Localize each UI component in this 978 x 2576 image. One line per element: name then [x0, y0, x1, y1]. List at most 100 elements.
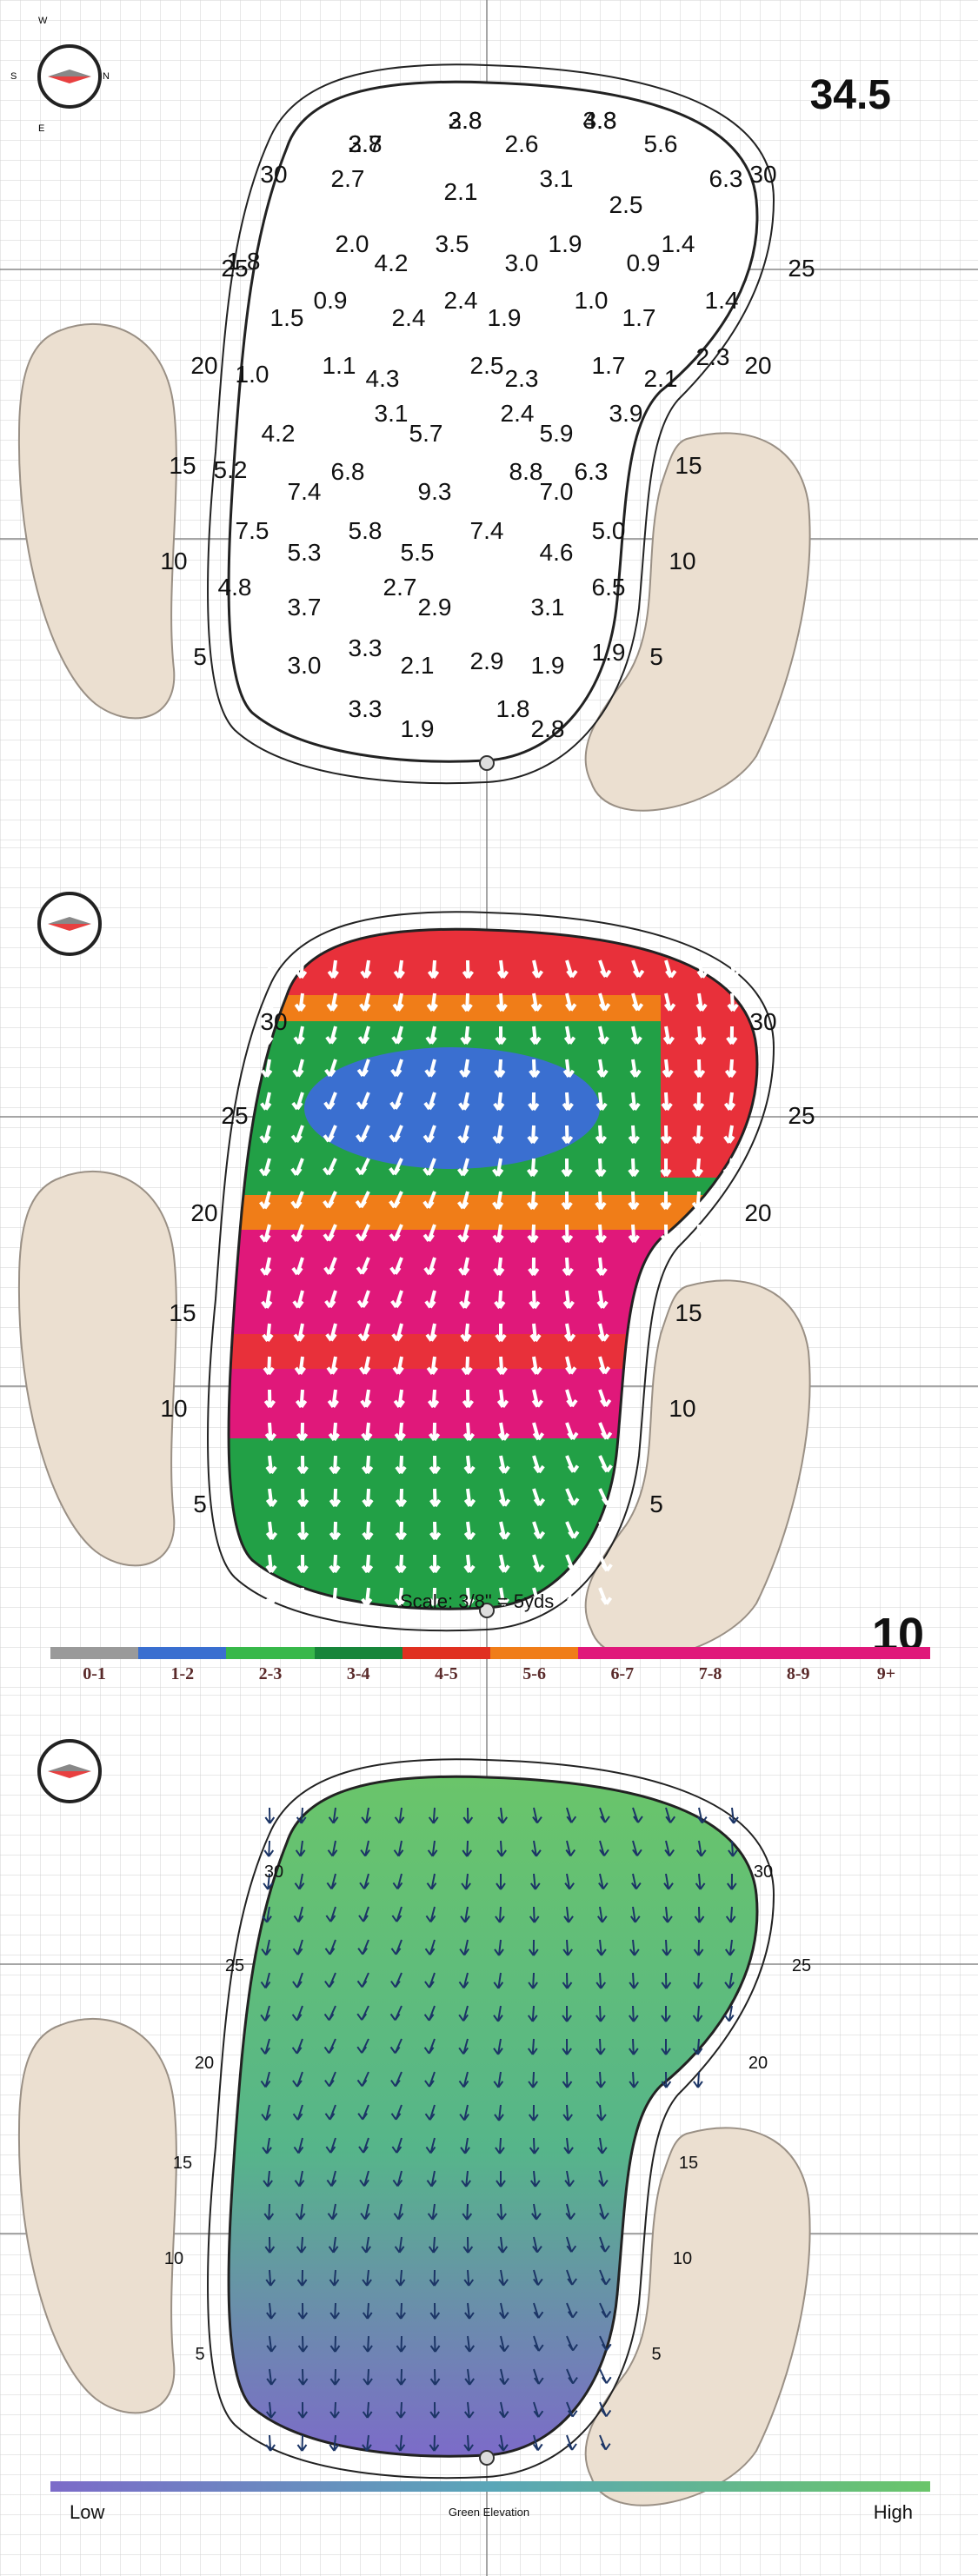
slope-arrow: [529, 1906, 540, 1923]
slope-arrow: [357, 2104, 369, 2121]
slope-arrow: [296, 1587, 309, 1607]
slope-arrow: [294, 1356, 306, 1375]
slope-arrow: [630, 1026, 642, 1045]
slope-arrow: [499, 2335, 509, 2353]
slope-arrow: [723, 1125, 735, 1144]
slope-arrow: [427, 1840, 438, 1857]
slope-arrow: [662, 1939, 672, 1956]
slope-arrow: [462, 1587, 475, 1607]
slope-arrow: [529, 1323, 542, 1343]
slope-arrow: [493, 1257, 505, 1277]
slope-arrow: [724, 1972, 735, 1989]
slope-arrow: [663, 1873, 674, 1890]
slope-arrow: [362, 2269, 372, 2287]
slope-arrow: [599, 2269, 611, 2286]
edge-distance: 30: [754, 1862, 773, 1882]
slope-arrow: [428, 1422, 441, 1442]
slope-arrow: [356, 1125, 370, 1143]
slope-arrow: [529, 1290, 541, 1310]
slope-arrow: [562, 2038, 572, 2055]
slope-arrow: [264, 1807, 276, 1824]
slope-arrow: [327, 959, 339, 979]
slope-arrow: [492, 1158, 504, 1177]
legend-label: 6-7: [610, 1664, 635, 1683]
slope-arrow: [260, 2038, 270, 2055]
slope-value: 5.3: [288, 539, 322, 566]
edge-distance: 10: [673, 2249, 692, 2268]
slope-arrow: [725, 1906, 736, 1923]
slope-arrow: [263, 959, 276, 979]
slope-arrow: [595, 1125, 607, 1145]
elevation-map: 30 25 20 15 10 5 30 25 20 15 10 5: [0, 1695, 978, 2576]
slope-arrow: [599, 2434, 611, 2451]
slope-arrow: [356, 2071, 369, 2087]
slope-arrow: [595, 1158, 607, 1178]
slope-value: 4.8: [583, 107, 617, 134]
slope-arrow: [596, 2104, 607, 2121]
slope-arrow: [598, 959, 612, 979]
slope-arrow: [394, 1807, 405, 1824]
slope-arrow: [263, 1389, 276, 1409]
slope-arrow: [291, 1092, 304, 1111]
legend-label: 3-4: [346, 1664, 370, 1683]
slope-value: 5.9: [540, 420, 574, 447]
slope-arrow: [392, 1356, 404, 1375]
slope-arrow: [599, 2236, 610, 2253]
slope-value: 7.4: [470, 517, 504, 544]
slope-arrow: [390, 1059, 403, 1078]
slope-arrow: [562, 2104, 573, 2121]
slope-arrow: [261, 2104, 271, 2121]
slope-arrow: [393, 1389, 405, 1408]
legend-swatch: [842, 1647, 931, 1659]
slope-arrow: [427, 1389, 440, 1409]
slope-arrow: [297, 2335, 309, 2353]
legend-swatch: [754, 1647, 842, 1659]
slope-arrow: [694, 1906, 705, 1923]
slope-value: 1.7: [592, 352, 626, 379]
slope-arrow: [531, 2203, 542, 2221]
slope-arrow: [456, 1158, 469, 1177]
slope-arrow: [323, 1092, 337, 1110]
slope-arrow: [263, 1873, 273, 1890]
slope-arrow: [492, 1125, 504, 1144]
slope-arrow: [290, 1191, 304, 1209]
slope-arrow: [532, 1554, 545, 1573]
legend-swatch: [50, 1647, 139, 1659]
slope-arrow: [362, 2401, 373, 2419]
drainage-arrows: [260, 1807, 739, 2452]
slope-arrow: [429, 2335, 441, 2353]
legend-label: 9+: [876, 1664, 896, 1683]
slope-arrow: [428, 2236, 439, 2254]
elevation-low-label: Low: [70, 2501, 105, 2523]
slope-arrow: [264, 1422, 277, 1442]
slope-arrow: [724, 1939, 735, 1956]
compass-s: S: [10, 71, 17, 82]
slope-arrow: [323, 1158, 337, 1176]
edge-distance: 5: [193, 643, 207, 670]
slope-arrow: [395, 2269, 406, 2287]
slope-arrow: [326, 1356, 338, 1375]
slope-values-panel: 2.8 4.8 3.7 2.6 5.6 2.7 2.1 3.1 6.3 2.5 2.0 3.5 1.9 1…: [0, 0, 978, 847]
slope-arrow: [292, 1059, 304, 1078]
slope-arrow: [459, 1290, 471, 1309]
slope-arrow: [496, 1840, 507, 1857]
slope-arrow: [294, 1873, 305, 1890]
slope-arrow: [262, 1906, 272, 1923]
slope-arrow: [631, 959, 645, 979]
slope-arrow: [493, 1972, 504, 1989]
slope-arrow: [261, 1059, 273, 1078]
slope-arrow: [527, 1125, 539, 1145]
slope-arrow: [595, 1257, 608, 1277]
legend-label: 5-6: [522, 1664, 546, 1683]
slope-arrow: [423, 2005, 436, 2022]
slope-arrow: [661, 2038, 671, 2055]
bunker-left: [17, 2018, 177, 2414]
slope-arrow: [393, 1840, 404, 1857]
slope-arrow: [494, 1059, 506, 1079]
slope-arrow: [360, 2203, 370, 2221]
slope-arrow: [463, 1521, 476, 1541]
slope-arrow: [596, 1290, 609, 1309]
slope-arrow: [361, 1422, 373, 1442]
slope-arrow: [596, 1906, 608, 1923]
edge-distance: 25: [221, 1102, 248, 1129]
